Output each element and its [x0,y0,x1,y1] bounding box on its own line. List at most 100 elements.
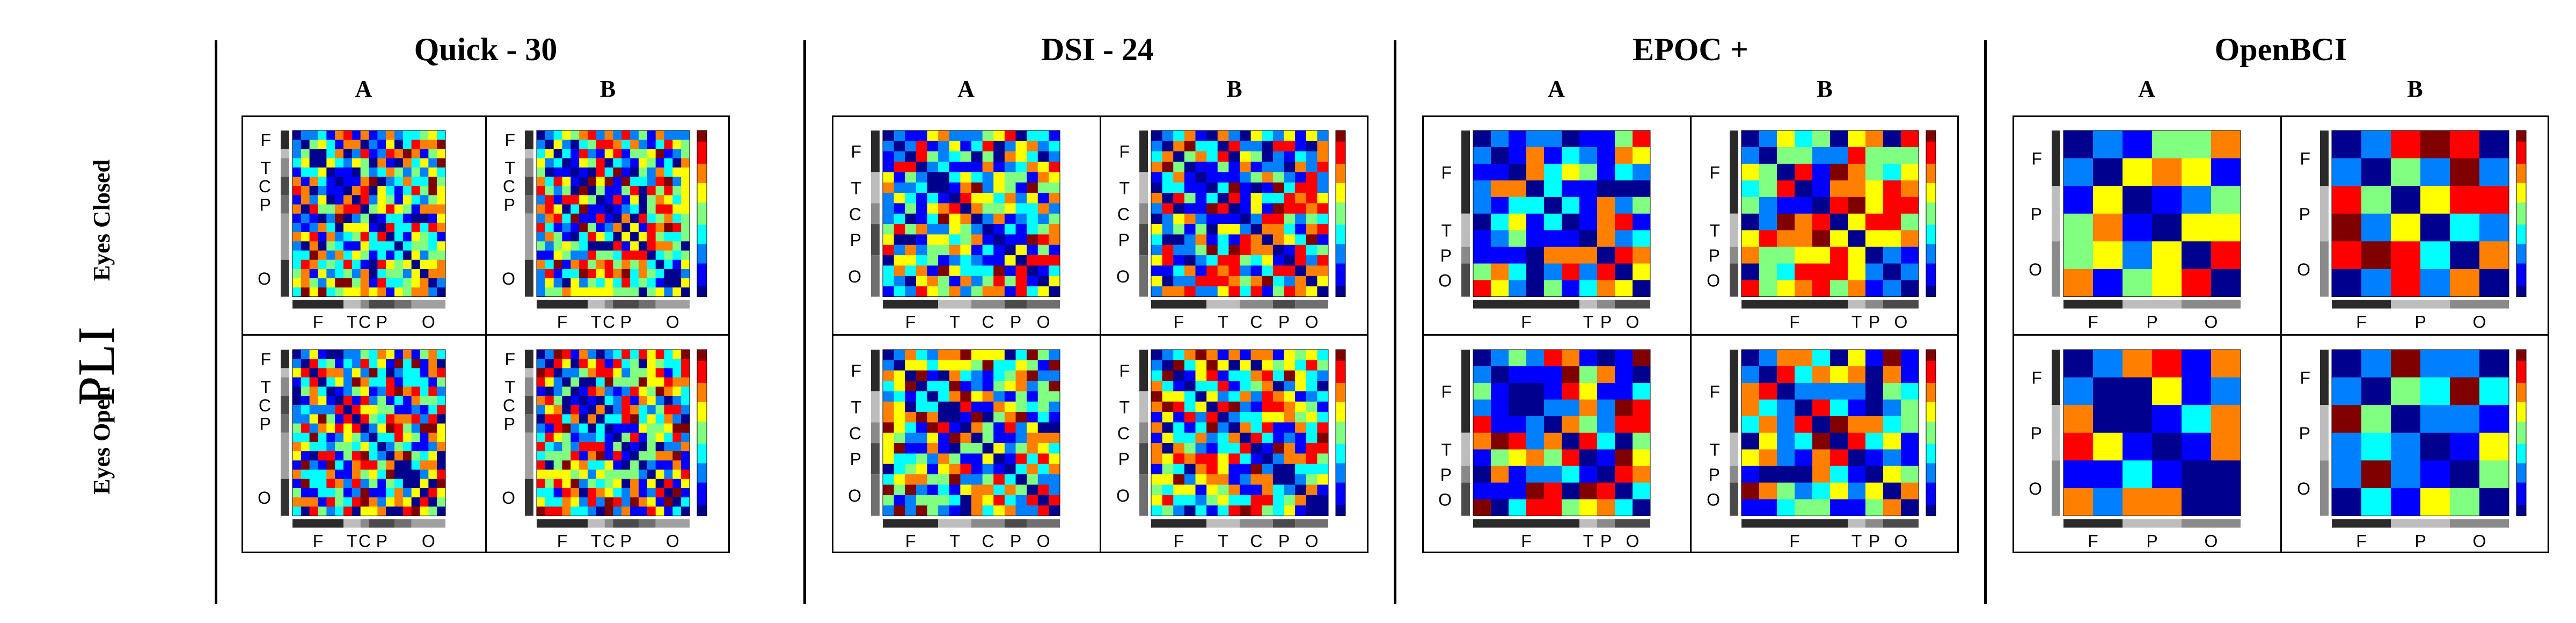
matrix-cell [537,488,546,498]
matrix-cell [352,395,361,405]
matrix-cell [2361,432,2391,461]
matrix-cell [1777,499,1795,516]
matrix-border [2063,130,2241,297]
region-label-side: O [848,267,861,286]
colorbar-segment [2516,208,2526,212]
subject-label-a: A [355,76,372,102]
matrix-cell [1284,463,1296,475]
matrix-cell [604,232,613,242]
matrix-cell [1195,172,1207,183]
matrix-cell [292,149,302,159]
colorbar-segment [2516,502,2526,505]
matrix-cell [360,250,369,260]
colorbar-segment [1336,147,1345,150]
matrix-cell [905,141,917,152]
matrix-cell [613,287,622,297]
matrix-cell [1306,203,1318,214]
colorbar-segment [1926,440,1936,444]
matrix-cell [613,195,622,205]
matrix-cell [938,255,950,266]
matrix-cell [352,506,361,516]
matrix-cell [938,505,950,516]
matrix-cell [1295,255,1307,266]
colorbar-segment [1336,360,1345,364]
matrix-cell [1250,244,1262,256]
matrix-cell [369,423,378,433]
matrix-cell [949,453,961,464]
matrix-cell [1317,380,1329,392]
matrix-cell [2123,241,2153,270]
matrix-cell [927,162,939,172]
matrix-cell [630,250,639,260]
colorbar-segment [697,443,707,447]
matrix-cell [1162,141,1174,152]
region-bar-side [1139,172,1148,204]
region-bar-side [871,390,880,422]
matrix-cell [326,259,335,270]
matrix-cell [570,414,580,424]
matrix-cell [1004,182,1016,193]
matrix-cell [369,287,378,297]
region-bar-side [871,255,880,297]
matrix-cell [982,224,994,235]
matrix-cell [579,195,588,205]
matrix-cell [1206,422,1218,433]
matrix-cell [672,250,682,260]
matrix-cell [386,460,395,470]
matrix-cell [1195,234,1207,245]
region-label-bottom: F [313,531,324,550]
matrix-cell [655,441,664,452]
matrix-cell [1262,495,1274,506]
matrix-cell [1526,366,1545,383]
matrix-cell [596,441,605,452]
matrix-cell [1184,422,1196,433]
colorbar-segment [1926,435,1936,439]
colorbar-segment [1926,388,1936,392]
matrix-cell [1615,247,1633,264]
matrix-cell [604,451,613,461]
matrix-cell [1262,172,1274,183]
matrix-cell [681,287,690,297]
matrix-cell [681,395,690,405]
matrix-cell [537,386,546,396]
matrix-cell [335,441,344,452]
matrix-cell [971,349,983,360]
matrix-cell [411,349,420,359]
colorbar-segment [697,186,707,189]
matrix-cell [360,195,369,205]
matrix-cell [437,158,446,168]
matrix-cell [292,222,302,233]
matrix-cell [335,269,344,279]
matrix-cell [681,377,690,387]
matrix-cell [1741,432,1760,450]
colorbar-segment [697,407,707,411]
matrix-cell [420,269,429,279]
matrix-cell [916,390,927,402]
matrix-cell [1217,255,1229,266]
matrix-cell [1206,224,1218,235]
matrix-cell [1037,172,1049,183]
colorbar-segment [2516,426,2526,430]
region-label-bottom: O [422,313,435,332]
region-bar-side [1461,349,1470,433]
matrix-cell [1759,382,1777,400]
colorbar-segment [2516,224,2526,228]
matrix-cell [411,432,420,442]
colorbar-segment [2516,416,2526,419]
matrix-cell [1597,163,1615,181]
matrix-cell [1795,131,1813,148]
matrix-cell [1206,484,1218,495]
matrix-cell [927,182,939,193]
colorbar-segment [1336,466,1345,469]
matrix-cell [1284,234,1296,245]
colorbar-segment [697,224,707,228]
matrix-cell [335,367,344,378]
matrix-cell [1812,197,1831,214]
matrix-cell [570,186,580,195]
matrix-cell [971,484,983,495]
colorbar-segment [1926,202,1936,206]
matrix-cell [428,278,437,288]
matrix-cell [402,204,412,214]
matrix-cell [377,414,386,424]
